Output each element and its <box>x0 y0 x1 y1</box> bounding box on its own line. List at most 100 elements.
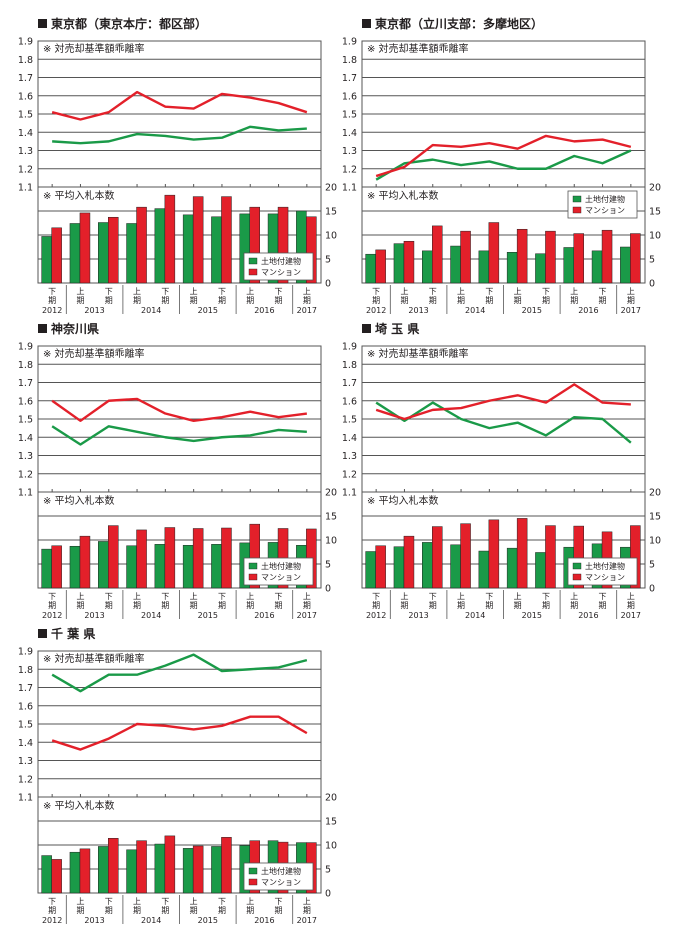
x-year-label: 2014 <box>141 916 161 925</box>
bar-land-building <box>126 545 137 589</box>
bar-land-building <box>422 250 433 284</box>
bar-chart-note: ※ 平均入札本数 <box>43 189 115 202</box>
x-ki-label: 期 <box>161 601 169 610</box>
right-tick-label: 20 <box>325 793 337 804</box>
x-ki-label: 期 <box>303 906 311 915</box>
x-ki-label: 期 <box>190 296 198 305</box>
bar-mansion <box>51 859 62 894</box>
x-half-label: 上 <box>514 287 522 296</box>
line-chart-note: ※ 対売却基準額乖離率 <box>43 347 145 360</box>
right-tick-label: 5 <box>649 255 655 266</box>
chart-panel: 東京都（立川支部：多摩地区） 1.1 1.2 1.3 1.4 1.5 1.6 1.7 1.8 1.… <box>342 16 661 315</box>
bar-mansion <box>375 545 386 589</box>
bar-land-building <box>478 250 490 284</box>
x-year-label: 2015 <box>522 611 542 620</box>
x-half-label: 上 <box>190 287 198 296</box>
bar-land-building <box>41 548 52 589</box>
title-square-icon <box>38 19 47 28</box>
bar-mansion <box>79 212 91 284</box>
x-year-label: 2013 <box>84 306 104 315</box>
x-half-label: 下 <box>429 287 437 296</box>
x-half-label: 上 <box>133 592 141 601</box>
left-tick-label: 1.6 <box>342 396 357 407</box>
x-year-label: 2017 <box>297 916 317 925</box>
x-half-label: 下 <box>485 287 493 296</box>
legend-swatch-mansion <box>572 206 582 214</box>
left-tick-label: 1.6 <box>18 91 33 102</box>
x-year-label: 2015 <box>522 306 542 315</box>
legend-swatch-land-building <box>248 257 258 265</box>
x-half-label: 下 <box>275 287 283 296</box>
line-mansion <box>51 397 308 423</box>
bar-mansion <box>488 519 500 589</box>
legend-box <box>243 862 314 891</box>
right-tick-label: 0 <box>649 279 655 290</box>
x-ki-label: 期 <box>429 296 437 305</box>
bar-mansion <box>249 206 260 284</box>
bar-mansion <box>516 518 528 589</box>
right-tick-label: 10 <box>649 536 661 547</box>
legend-label: マンション <box>261 268 301 277</box>
bar-land-building <box>98 222 109 284</box>
x-half-label: 上 <box>303 897 311 906</box>
left-tick-label: 1.5 <box>18 415 33 426</box>
x-half-label: 下 <box>48 592 56 601</box>
x-half-label: 上 <box>133 287 141 296</box>
bar-mansion <box>306 216 317 284</box>
bar-mansion <box>403 535 415 589</box>
x-half-label: 上 <box>76 287 84 296</box>
bar-mansion <box>108 838 119 894</box>
right-tick-label: 5 <box>325 255 331 266</box>
bar-plot-frame <box>37 186 322 284</box>
x-year-label: 2013 <box>408 611 428 620</box>
bar-mansion <box>221 837 232 894</box>
x-half-label: 上 <box>627 592 635 601</box>
left-tick-label: 1.9 <box>18 647 33 658</box>
bar-land-building <box>182 848 194 894</box>
x-half-label: 下 <box>161 592 169 601</box>
x-year-label: 2015 <box>198 306 218 315</box>
left-tick-label: 1.1 <box>342 488 357 499</box>
x-year-label: 2014 <box>465 306 485 315</box>
bar-land-building <box>41 855 52 894</box>
left-tick-label: 1.7 <box>18 683 33 694</box>
bar-land-building <box>393 243 405 284</box>
left-tick-label: 1.3 <box>342 146 357 157</box>
right-tick-label: 0 <box>325 889 331 900</box>
legend-box <box>567 190 638 219</box>
bar-mansion <box>164 194 176 284</box>
x-half-label: 下 <box>599 592 607 601</box>
legend-swatch-mansion <box>572 573 582 581</box>
x-ki-label: 期 <box>218 601 226 610</box>
bar-land-building <box>126 223 137 284</box>
right-tick-label: 15 <box>325 207 337 218</box>
line-chart-note: ※ 対売却基準額乖離率 <box>367 42 469 55</box>
bar-mansion <box>573 233 584 284</box>
x-ki-label: 期 <box>303 296 311 305</box>
legend-label: 土地付建物 <box>261 561 301 571</box>
x-ki-label: 期 <box>275 906 283 915</box>
bar-mansion <box>192 196 204 284</box>
x-ki-label: 期 <box>48 601 56 610</box>
x-year-label: 2012 <box>366 306 386 315</box>
left-tick-label: 1.7 <box>18 73 33 84</box>
bar-plot-frame <box>361 491 646 589</box>
x-half-label: 上 <box>570 592 578 601</box>
x-half-label: 下 <box>218 592 226 601</box>
bar-mansion <box>51 227 62 284</box>
x-ki-label: 期 <box>190 906 198 915</box>
chart-title: 東京都（立川支部：多摩地区） <box>375 16 543 31</box>
x-ki-label: 期 <box>133 601 141 610</box>
x-half-label: 上 <box>303 592 311 601</box>
x-year-label: 2017 <box>621 611 641 620</box>
x-year-label: 2012 <box>42 306 62 315</box>
chart-title: 埼 玉 県 <box>375 321 419 336</box>
x-year-label: 2016 <box>578 306 598 315</box>
left-tick-label: 1.6 <box>342 91 357 102</box>
x-half-label: 下 <box>218 897 226 906</box>
x-ki-label: 期 <box>457 296 465 305</box>
left-tick-label: 1.8 <box>342 55 357 66</box>
x-half-label: 下 <box>542 592 550 601</box>
left-tick-label: 1.4 <box>18 738 33 749</box>
